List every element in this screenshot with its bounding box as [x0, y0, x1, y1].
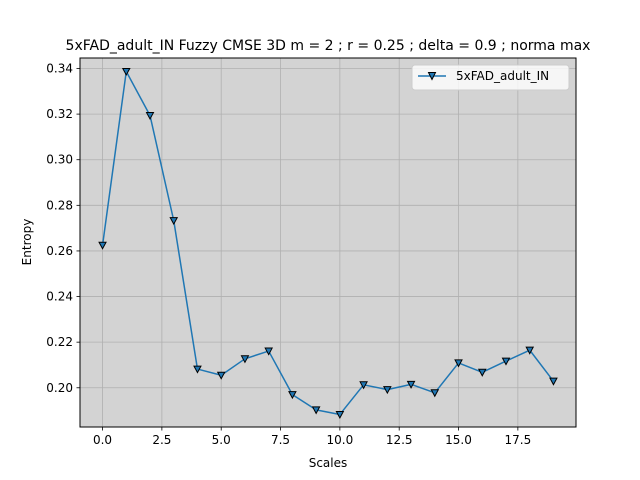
data-point-marker: [145, 111, 155, 121]
data-point-marker: [454, 359, 463, 368]
x-gridlines: [102, 58, 519, 427]
series-line: [101, 70, 555, 416]
y-tick-label: 0.26: [46, 244, 73, 258]
y-tick-label: 0.22: [46, 335, 73, 349]
data-point-marker: [335, 410, 345, 420]
data-point-marker: [216, 371, 226, 380]
data-point-marker: [430, 389, 440, 398]
y-tick-label: 0.24: [46, 290, 73, 304]
data-point-marker: [549, 377, 558, 386]
x-axis-ticks: 0.0 2.5 5.0 7.5 10.0 12.5 15.0 17.5: [93, 427, 531, 447]
series-line-group: [101, 70, 555, 416]
y-axis-label: Entropy: [20, 219, 34, 266]
y-tick-label: 0.32: [46, 107, 73, 121]
data-point-marker: [169, 217, 179, 226]
y-tick-label: 0.30: [46, 153, 73, 167]
data-point-marker: [288, 391, 297, 400]
x-tick-label: 17.5: [504, 433, 531, 447]
x-tick-label: 12.5: [386, 433, 413, 447]
y-axis-ticks: 0.20 0.22 0.24 0.26 0.28 0.30 0.32 0.34: [46, 61, 80, 395]
x-tick-label: 10.0: [327, 433, 354, 447]
chart-title: 5xFAD_adult_IN Fuzzy CMSE 3D m = 2 ; r =…: [66, 38, 591, 54]
x-tick-label: 15.0: [445, 433, 472, 447]
data-point-marker: [121, 67, 131, 77]
x-tick-label: 7.5: [271, 433, 290, 447]
x-tick-label: 0.0: [93, 433, 112, 447]
legend-box: [411, 64, 570, 91]
y-tick-label: 0.20: [46, 381, 73, 395]
y-gridlines: [80, 68, 576, 389]
data-point-marker: [382, 386, 392, 395]
plot-frame: [79, 57, 577, 428]
legend-label: 5xFAD_adult_IN: [456, 69, 549, 83]
plot-area: [80, 58, 576, 427]
data-point-marker: [525, 346, 535, 355]
data-point-marker: [264, 347, 274, 356]
data-point-marker: [359, 381, 368, 390]
data-point-marker: [240, 355, 250, 364]
legend: 5xFAD_adult_IN: [411, 64, 570, 91]
x-axis-label: Scales: [309, 456, 348, 470]
data-point-marker: [477, 368, 487, 377]
data-point-marker: [311, 406, 321, 415]
y-tick-label: 0.34: [46, 61, 73, 75]
legend-marker-sample: [427, 72, 437, 81]
series-markers-group: [98, 67, 558, 420]
y-tick-label: 0.28: [46, 198, 73, 212]
data-point-marker: [98, 241, 107, 250]
x-tick-label: 5.0: [212, 433, 231, 447]
x-tick-label: 2.5: [152, 433, 171, 447]
data-point-marker: [501, 357, 511, 366]
data-point-marker: [193, 365, 202, 374]
data-point-marker: [406, 380, 416, 389]
